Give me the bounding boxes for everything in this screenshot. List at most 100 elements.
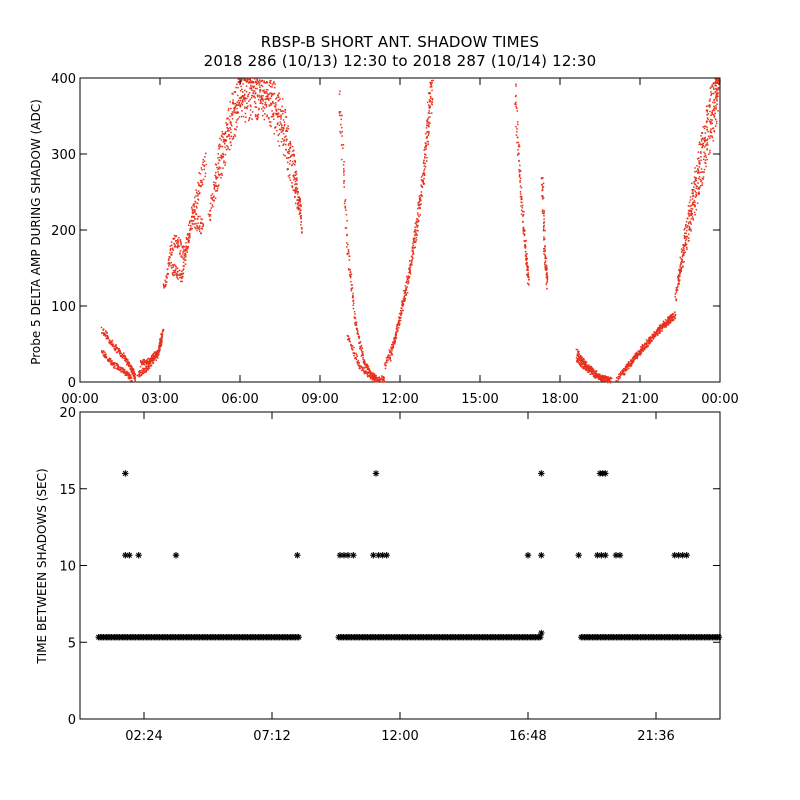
bottom-data-point	[538, 629, 545, 637]
top-data-point	[229, 101, 231, 103]
top-data-point	[270, 95, 273, 97]
top-data-point	[249, 109, 252, 111]
top-data-point	[285, 149, 287, 151]
top-data-point	[706, 109, 709, 112]
top-data-point	[407, 280, 410, 283]
top-data-point	[294, 183, 296, 186]
top-data-point	[191, 211, 194, 214]
top-data-point	[230, 144, 232, 147]
top-data-point	[709, 135, 712, 137]
top-data-point	[268, 117, 270, 120]
top-data-point	[670, 321, 672, 323]
top-data-point	[177, 270, 179, 272]
top-data-point	[514, 102, 517, 104]
top-data-point	[251, 118, 253, 120]
top-data-point	[347, 250, 350, 253]
top-data-point	[542, 182, 545, 185]
top-data-point	[588, 366, 590, 369]
top-data-point	[674, 313, 677, 316]
top-data-point	[701, 171, 703, 173]
top-data-point	[256, 115, 258, 117]
top-data-point	[354, 322, 356, 325]
top-data-point	[111, 339, 114, 342]
top-data-point	[366, 374, 369, 376]
top-data-point	[354, 317, 356, 319]
top-data-point	[358, 337, 360, 340]
top-data-point	[244, 112, 247, 115]
top-data-point	[395, 332, 397, 335]
top-data-point	[264, 102, 267, 104]
top-data-point	[237, 78, 240, 80]
top-data-point	[236, 112, 238, 114]
top-data-point	[222, 167, 224, 169]
top-data-point	[659, 330, 662, 332]
top-data-point	[127, 371, 129, 374]
top-data-point	[215, 190, 218, 192]
top-data-point	[352, 299, 355, 302]
top-data-point	[277, 94, 279, 96]
top-data-point	[292, 189, 295, 191]
top-data-point	[213, 185, 216, 188]
top-data-point	[698, 143, 700, 146]
top-data-point	[649, 338, 651, 340]
top-data-point	[382, 376, 385, 378]
top-data-point	[296, 193, 299, 195]
top-data-point	[379, 377, 382, 380]
top-data-point	[618, 375, 620, 378]
top-data-point	[294, 159, 296, 162]
top-data-point	[639, 352, 641, 354]
bottom-data-point	[602, 470, 609, 477]
top-data-point	[287, 168, 289, 170]
top-data-point	[235, 86, 237, 89]
top-data-point	[341, 135, 343, 137]
top-data-point	[179, 253, 181, 255]
top-data-point	[218, 174, 220, 177]
top-data-point	[101, 351, 104, 353]
bottom-data-point	[602, 552, 609, 559]
top-data-point	[284, 155, 286, 157]
top-data-point	[698, 192, 700, 195]
top-data-point	[419, 203, 422, 206]
top-data-point	[218, 148, 220, 150]
top-data-point	[240, 80, 243, 83]
top-data-point	[592, 369, 595, 371]
top-data-point	[257, 95, 259, 98]
top-data-point	[409, 269, 411, 272]
top-data-point	[183, 249, 185, 251]
top-data-point	[680, 266, 683, 269]
top-data-point	[709, 121, 712, 124]
top-data-point	[295, 191, 297, 193]
top-data-point	[183, 259, 186, 261]
top-data-point	[200, 184, 202, 187]
top-data-point	[546, 268, 548, 270]
top-data-point	[655, 335, 657, 337]
top-data-point	[592, 373, 595, 375]
top-data-point	[277, 134, 279, 137]
top-data-point	[180, 256, 182, 258]
top-data-point	[390, 351, 392, 354]
top-data-point	[172, 249, 174, 251]
top-data-point	[699, 171, 702, 174]
top-data-point	[657, 332, 659, 334]
top-data-point	[707, 144, 709, 146]
top-data-point	[687, 225, 689, 227]
top-data-point	[181, 280, 183, 283]
top-data-point	[355, 354, 358, 356]
top-data-point	[542, 186, 545, 188]
top-data-point	[662, 320, 665, 323]
top-data-point	[690, 230, 692, 232]
top-data-point	[546, 266, 548, 268]
top-data-point	[271, 101, 274, 104]
top-data-point	[116, 351, 118, 354]
top-data-point	[386, 359, 388, 361]
top-data-point	[364, 372, 366, 374]
top-data-point	[128, 363, 131, 365]
top-data-point	[360, 344, 363, 347]
top-data-point	[588, 368, 590, 371]
top-data-point	[121, 353, 124, 355]
top-data-point	[425, 144, 427, 147]
top-data-point	[409, 266, 412, 268]
top-data-point	[542, 228, 545, 231]
top-data-point	[222, 153, 225, 156]
top-data-point	[100, 326, 103, 329]
